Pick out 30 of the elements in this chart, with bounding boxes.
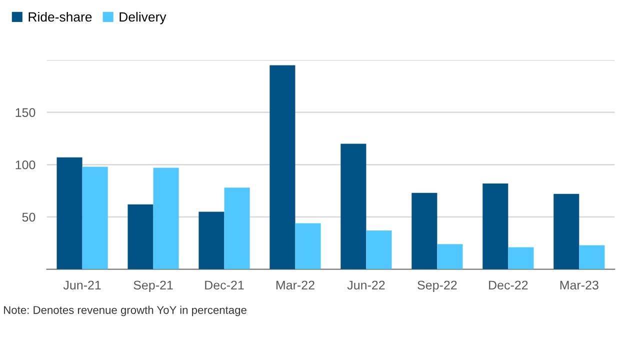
legend-label: Delivery (120, 12, 166, 24)
y-tick-label: 150 (16, 108, 36, 117)
bar (482, 183, 508, 270)
x-tick-label: Mar-22 (276, 280, 314, 290)
bar (153, 168, 179, 270)
x-tick-label: Jun-22 (347, 280, 385, 290)
bar (579, 245, 605, 270)
bar (554, 194, 580, 270)
bar (56, 157, 82, 270)
y-tick-label: 100 (16, 160, 36, 170)
bar (224, 188, 250, 270)
bar (198, 212, 224, 270)
bar (437, 244, 463, 270)
x-tick-label: Sep-21 (134, 280, 173, 292)
x-tick-label: Jun-21 (63, 280, 101, 290)
bar (508, 247, 534, 270)
legend-label: Ride-share (28, 12, 92, 22)
x-tick-label: Dec-22 (489, 280, 528, 290)
bar (82, 166, 108, 270)
bar (128, 204, 154, 270)
text: Note: Denotes revenue growth YoY in percentage (4, 306, 246, 316)
y-tick-label: 50 (22, 212, 36, 222)
bar (366, 230, 392, 270)
bar (412, 192, 438, 270)
x-tick-label: Mar-23 (560, 280, 598, 290)
bar (295, 223, 321, 270)
x-tick-label: Sep-22 (418, 280, 457, 292)
bar (340, 144, 366, 270)
x-tick-label: Dec-21 (205, 280, 244, 290)
bar (270, 65, 296, 270)
